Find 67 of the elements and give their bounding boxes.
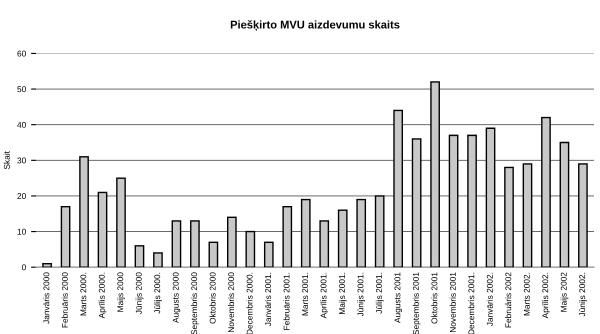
x-tick-label: Janvāris 2002. — [486, 272, 493, 326]
x-tick-label: Maijs 2000 — [117, 272, 125, 312]
bar — [430, 81, 440, 268]
chart-title: Piešķirto MVU aizdevumu skaits — [230, 20, 400, 31]
bar — [153, 252, 163, 268]
x-tick-label: Jūnijs 2000 — [136, 272, 144, 314]
x-tick-label: Augusts 2001 — [394, 272, 402, 324]
bar — [116, 177, 126, 268]
x-tick-label: Jūlijs 2001. — [376, 272, 384, 314]
y-tick-label: 60 — [17, 50, 26, 57]
y-tick-label: 40 — [17, 122, 26, 128]
x-tick-label: Jūlijs 2000. — [154, 272, 162, 314]
bar — [448, 134, 458, 268]
x-tick-label: Aprīlis 2000. — [98, 272, 106, 318]
x-tick-label: Decembris 2001. — [468, 272, 474, 334]
x-tick-label: Janvāris 2001. — [264, 272, 272, 326]
bar — [560, 142, 570, 268]
bar — [504, 166, 514, 268]
x-tick-label: Jūnijs 2002. — [579, 272, 587, 316]
bar — [522, 163, 532, 268]
bar — [60, 206, 70, 268]
bar — [172, 220, 182, 268]
bar — [467, 134, 477, 268]
x-tick-label: Augusts 2000 — [172, 272, 180, 324]
bar — [264, 242, 274, 268]
x-tick-label: Februāris 2000 — [62, 272, 68, 328]
x-tick-label: Marts 2000. — [80, 272, 86, 316]
bar — [227, 216, 237, 268]
x-tick-label: Oktobris 2000 — [209, 272, 216, 324]
x-tick-label: Februāris 2002 — [505, 272, 512, 328]
y-tick-label: 20 — [17, 193, 26, 200]
y-tick-label: 0 — [22, 264, 26, 270]
bar — [356, 198, 366, 268]
bar — [319, 220, 330, 268]
bar — [282, 206, 292, 268]
y-tick-label: 30 — [17, 158, 26, 164]
x-tick-label: Novembris 2000 — [228, 272, 234, 332]
bar — [208, 242, 218, 268]
bar — [79, 156, 89, 268]
bar — [393, 110, 403, 268]
bar — [374, 195, 385, 268]
x-tick-label: Marts 2002. — [524, 272, 530, 316]
bar — [486, 128, 496, 268]
bar — [541, 116, 551, 268]
bar — [134, 245, 144, 268]
bar — [245, 230, 256, 268]
bar — [98, 192, 108, 268]
bar — [338, 210, 348, 268]
bar — [190, 220, 200, 268]
y-tick-label: 50 — [17, 86, 26, 92]
x-tick-label: Novembris 2001 — [450, 272, 456, 332]
y-axis-title: Skait — [4, 151, 10, 170]
x-tick-label: Janvāris 2000 — [43, 272, 50, 324]
x-tick-label: Maijs 2002 — [560, 272, 568, 312]
bar — [300, 198, 311, 268]
x-tick-label: Februāris 2001. — [283, 272, 290, 330]
x-tick-label: Aprīlis 2001. — [320, 272, 328, 318]
x-tick-label: Oktobris 2001 — [431, 272, 438, 324]
x-tick-label: Maijs 2001. — [338, 272, 347, 314]
bar — [412, 138, 422, 268]
y-tick-label: 10 — [18, 228, 26, 235]
x-tick-label: Aprīlis 2002. — [542, 272, 550, 318]
x-tick-label: Decembris 2000. — [246, 272, 253, 334]
bar — [578, 163, 588, 268]
bar — [42, 262, 52, 268]
x-tick-label: Marts 2001. — [302, 272, 308, 316]
x-tick-label: Jūnijs 2001. — [357, 272, 366, 316]
